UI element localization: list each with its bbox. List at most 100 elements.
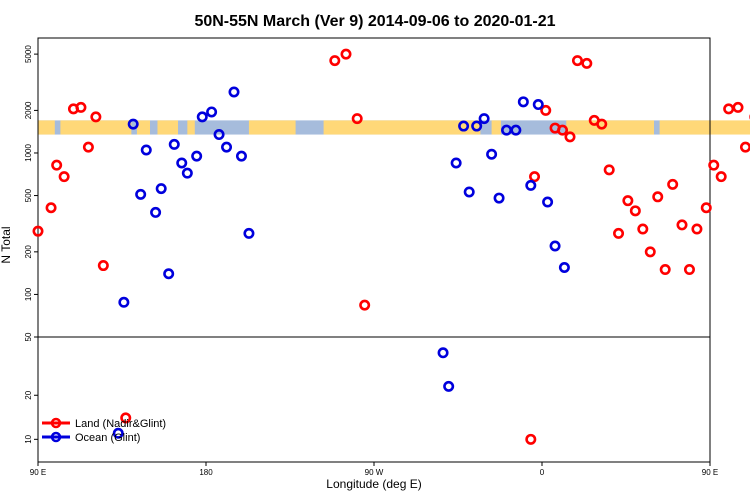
land-point [637, 223, 649, 235]
band-land-segment [248, 120, 296, 135]
ocean-point [155, 183, 167, 195]
land-point [683, 264, 695, 276]
ocean-point [228, 86, 240, 98]
x-tick-label: 90 E [702, 468, 718, 477]
band-land-segment [38, 120, 55, 135]
band-land-segment [566, 120, 654, 135]
land-point [629, 205, 641, 217]
land-point [659, 264, 671, 276]
legend-label-land: Land (Nadir&Glint) [75, 418, 166, 430]
ocean-point [458, 120, 470, 132]
ocean-point [493, 192, 505, 204]
land-point [90, 111, 102, 123]
ocean-point [510, 124, 522, 136]
land-point [557, 124, 569, 136]
x-tick-label: 90 W [365, 468, 384, 477]
legend-marker-land [50, 417, 62, 429]
legend-label-ocean: Ocean (Glint) [75, 432, 140, 444]
plot-frame [37, 37, 711, 463]
land-point [32, 225, 44, 237]
ocean-point [112, 427, 124, 439]
ocean-point [168, 138, 180, 150]
land-point [581, 57, 593, 69]
land-point [644, 246, 656, 258]
land-point [652, 191, 664, 203]
y-tick-label: 50 [24, 332, 33, 341]
land-point [51, 159, 63, 171]
land-point [340, 48, 352, 60]
ocean-point [243, 227, 255, 239]
ocean-point [221, 141, 233, 153]
ocean-point [549, 240, 561, 252]
ocean-point [213, 129, 225, 141]
y-tick-label: 200 [24, 245, 33, 259]
ocean-point [135, 188, 147, 200]
ocean-point [478, 113, 490, 125]
land-point [700, 202, 712, 214]
ocean-point [463, 186, 475, 198]
band-land-segment [157, 120, 178, 135]
ocean-point [118, 296, 130, 308]
ocean-point [486, 148, 498, 160]
land-point [715, 171, 727, 183]
band-layer [38, 120, 750, 135]
land-point [571, 55, 583, 67]
land-point [613, 227, 625, 239]
ocean-point [542, 196, 554, 208]
land-point [676, 219, 688, 231]
ocean-point [140, 144, 152, 156]
land-point [529, 171, 541, 183]
ocean-point [532, 99, 544, 111]
ocean-point [176, 157, 188, 169]
band-land-segment [659, 120, 750, 135]
land-point [45, 202, 57, 214]
ocean-point [150, 206, 162, 218]
land-point [622, 195, 634, 207]
ocean-point [450, 157, 462, 169]
land-point [723, 103, 735, 115]
ocean-point [163, 268, 175, 280]
ocean-point [196, 111, 208, 123]
ocean-point [471, 120, 483, 132]
y-tick-label: 100 [24, 287, 33, 301]
land-point [351, 113, 363, 125]
land-point [540, 104, 552, 116]
band-land-segment [323, 120, 481, 135]
land-point [120, 412, 132, 424]
y-tick-label: 5000 [24, 45, 33, 63]
legend: Land (Nadir&Glint) Ocean (Glint) [42, 417, 166, 444]
legend-marker-ocean [50, 431, 62, 443]
land-point [667, 178, 679, 190]
land-point [564, 131, 576, 143]
ocean-point [235, 150, 247, 162]
y-tick-label: 1000 [24, 144, 33, 162]
ocean-point [206, 106, 218, 118]
land-point [739, 141, 750, 153]
land-point [525, 433, 537, 445]
y-axis-label: N Total [0, 226, 13, 263]
land-point [82, 141, 94, 153]
land-point [691, 223, 703, 235]
land-point [329, 55, 341, 67]
land-point [75, 101, 87, 113]
land-point [596, 118, 608, 130]
x-tick-label: 90 E [30, 468, 46, 477]
land-point [58, 171, 70, 183]
land-point [359, 299, 371, 311]
y-tick-label: 500 [24, 188, 33, 202]
band-land-segment [60, 120, 132, 135]
ocean-point [437, 347, 449, 359]
ocean-point [525, 179, 537, 191]
y-tick-label: 2000 [24, 101, 33, 119]
land-point [97, 260, 109, 272]
ocean-point [443, 380, 455, 392]
chart-title: 50N-55N March (Ver 9) 2014-09-06 to 2020… [194, 13, 555, 30]
y-tick-label: 20 [24, 390, 33, 399]
ocean-point [517, 96, 529, 108]
ocean-point [191, 150, 203, 162]
ocean-point [127, 118, 139, 130]
points-layer [32, 48, 750, 445]
x-axis-label: Longitude (deg E) [326, 477, 421, 491]
